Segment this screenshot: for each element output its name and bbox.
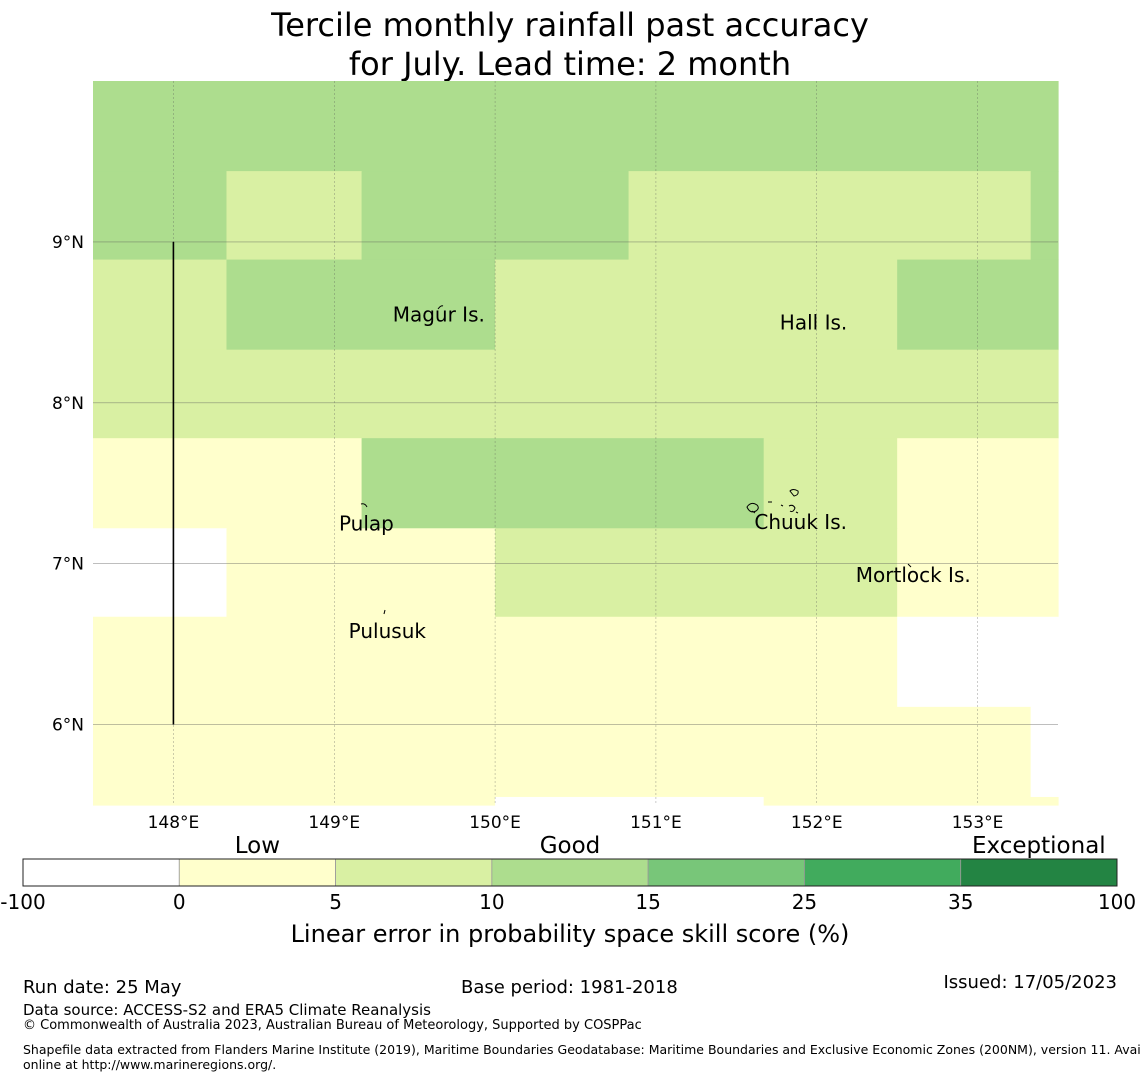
colorbar-bin <box>22 858 180 887</box>
place-label: Pulusuk <box>349 619 427 643</box>
copyright-notice: © Commonwealth of Australia 2023, Austra… <box>23 1018 642 1033</box>
grid-cell <box>93 81 1059 172</box>
colorbar-bin <box>178 858 336 887</box>
grid-cell <box>1030 171 1059 261</box>
longitude-tick-label: 150°E <box>469 813 521 830</box>
shapefile-credit-line1: Shapefile data extracted from Flanders M… <box>23 1042 1140 1057</box>
mortlock-island-outline <box>907 563 912 568</box>
colorbar-tick-label: 15 <box>635 890 660 914</box>
skill-grid-cells <box>93 81 1059 806</box>
colorbar-tick-labels: -100 0 5 10 15 25 35 100 <box>0 890 1136 914</box>
latitude-tick-label: 9°N <box>52 233 84 253</box>
place-label: Pulap <box>339 511 394 535</box>
colorbar-tick-label: 5 <box>329 890 342 914</box>
map-title-line1: Tercile monthly rainfall past accuracy <box>271 6 869 44</box>
grid-cell <box>897 616 1059 708</box>
latitude-tick-label: 6°N <box>52 716 84 736</box>
grid-cell <box>93 796 496 806</box>
colorbar-bin <box>960 858 1118 887</box>
grid-cell <box>93 528 228 618</box>
grid-cell <box>93 349 1059 439</box>
grid-cell <box>226 528 496 618</box>
base-period: Base period: 1981-2018 <box>461 977 678 998</box>
colorbar-tick-label: 25 <box>792 890 817 914</box>
shapefile-credit-line2: online at http://www.marineregions.org/. <box>23 1057 277 1072</box>
longitude-tick-label: 149°E <box>308 813 360 830</box>
grid-cell <box>897 438 1059 529</box>
grid-cell <box>93 259 228 351</box>
grid-cell <box>495 528 898 618</box>
place-label: Mortlock Is. <box>856 563 971 587</box>
colorbar-category-label: Exceptional <box>972 833 1106 859</box>
grid-cell <box>897 528 1059 618</box>
longitude-tick-label: 148°E <box>148 813 200 830</box>
map-title-line2: for July. Lead time: 2 month <box>348 45 792 83</box>
pulap-island-outline <box>360 503 368 508</box>
grid-cell <box>628 171 1032 261</box>
place-label: Chuuk Is. <box>754 510 847 534</box>
grid-cell <box>897 259 1059 351</box>
longitude-tick-label: 151°E <box>630 813 682 830</box>
longitude-tick-label: 152°E <box>791 813 843 830</box>
colorbar-tick-label: 0 <box>173 890 186 914</box>
grid-cell <box>763 796 1059 806</box>
grid-cell <box>93 616 898 708</box>
grid-cell <box>93 171 228 261</box>
colorbar-category-label: Good <box>540 833 601 859</box>
skill-score-map: Magur Is. Hall Is. Pulap Chuuk Is. Mortlock … <box>52 81 1059 830</box>
colorbar-category-labels: Low Good Exceptional <box>235 833 1106 859</box>
grid-cell <box>495 259 898 351</box>
colorbar-tick-label: 35 <box>948 890 973 914</box>
island-outlines <box>360 305 912 615</box>
grid-cell <box>226 259 496 351</box>
grid-cell <box>361 171 630 261</box>
data-source: Data source: ACCESS-S2 and ERA5 Climate … <box>23 1001 431 1019</box>
grid-cell <box>1030 706 1059 798</box>
place-label: Magur Is. <box>393 302 485 326</box>
place-labels: Magur Is. Hall Is. Pulap Chuuk Is. Mortlock … <box>339 302 971 643</box>
colorbar-bins <box>22 858 1118 887</box>
pulusuk-island-outline <box>383 609 386 615</box>
colorbar-axis-label: Linear error in probability space skill … <box>291 920 850 948</box>
graticule <box>93 81 1058 805</box>
axis-tick-labels: 148°E 149°E 150°E 151°E 152°E 153°E 6°N 7°N 8°N 9… <box>52 233 1003 830</box>
grid-cell <box>93 706 1032 798</box>
colorbar: Low Good Exceptional -100 0 5 10 15 25 35 100 Lin… <box>0 833 1136 948</box>
magur-island-outline <box>437 305 444 310</box>
colorbar-tick-label: 100 <box>1098 890 1136 914</box>
grid-cell <box>763 438 898 529</box>
run-date: Run date: 25 May <box>23 977 182 998</box>
latitude-tick-label: 7°N <box>52 555 84 575</box>
latitude-tick-label: 8°N <box>52 394 84 414</box>
colorbar-tick-label: 10 <box>479 890 504 914</box>
grid-cell <box>495 796 765 806</box>
grid-cell <box>361 438 765 529</box>
colorbar-bin <box>647 858 805 887</box>
colorbar-frame <box>22 858 1118 887</box>
issued-date: Issued: 17/05/2023 <box>943 972 1117 993</box>
colorbar-bin <box>804 858 962 887</box>
place-label: Hall Is. <box>780 310 847 334</box>
colorbar-bin <box>335 858 493 887</box>
colorbar-category-label: Low <box>235 833 280 859</box>
chuuk-lagoon-reef-outline <box>746 489 799 514</box>
colorbar-tick-label: -100 <box>0 890 45 914</box>
grid-cell <box>93 438 363 529</box>
colorbar-bin <box>491 858 649 887</box>
longitude-tick-label: 153°E <box>952 813 1004 830</box>
grid-cell <box>226 171 363 261</box>
